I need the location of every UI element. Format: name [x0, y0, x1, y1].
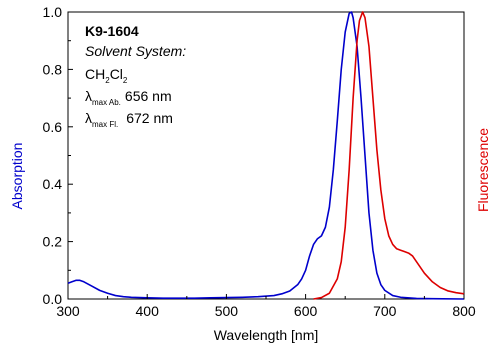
- solvent-formula: CH2Cl2: [85, 66, 128, 85]
- y-axis-left-title: Absorption: [9, 143, 25, 210]
- lambda-abs-value: 656 nm: [125, 88, 172, 104]
- y-tick-label: 0.4: [43, 176, 63, 192]
- solvent-formula-sub1: 2: [105, 76, 110, 85]
- x-tick-label: 800: [452, 303, 476, 319]
- lambda-fl-value: 672 nm: [126, 110, 173, 126]
- solvent-formula-sub2: 2: [123, 76, 128, 85]
- x-tick-label: 700: [373, 303, 397, 319]
- x-axis: 300 400 500 600 700 800: [56, 294, 476, 319]
- series-layer: [67, 11, 465, 300]
- lambda-abs-line: λmax Ab. 656 nm: [85, 88, 172, 107]
- solvent-label: Solvent System:: [85, 43, 186, 59]
- x-tick-label: 600: [294, 303, 318, 319]
- solvent-formula-part1: CH: [85, 66, 105, 82]
- y-tick-label: 0.2: [43, 234, 63, 250]
- x-tick-label: 400: [136, 303, 160, 319]
- x-tick-label: 300: [56, 303, 80, 319]
- y-tick-label: 0.6: [43, 119, 63, 135]
- y-axis: 0.0 0.2 0.4 0.6 0.8 1.0: [43, 4, 73, 307]
- y-tick-label: 0.0: [43, 291, 63, 307]
- y-tick-label: 0.8: [43, 61, 63, 77]
- lambda-fl-sub: max Fl.: [92, 120, 118, 129]
- y-axis-right-title: Fluorescence: [475, 128, 491, 212]
- lambda-fl-symbol: λ: [85, 110, 92, 126]
- x-tick-label: 500: [215, 303, 239, 319]
- solvent-formula-part2: Cl: [110, 66, 123, 82]
- lambda-fl-line: λmax Fl. 672 nm: [85, 110, 173, 129]
- lambda-abs-symbol: λ: [85, 88, 92, 104]
- y-tick-label: 1.0: [43, 4, 63, 20]
- compound-name: K9-1604: [85, 23, 139, 39]
- absorption-series-line: [67, 11, 465, 300]
- fluorescence-series-line: [313, 11, 465, 300]
- annotation-block: K9-1604 Solvent System: CH2Cl2 λmax Ab. 6…: [85, 23, 186, 129]
- lambda-abs-sub: max Ab.: [92, 98, 121, 107]
- x-axis-title: Wavelength [nm]: [214, 327, 319, 343]
